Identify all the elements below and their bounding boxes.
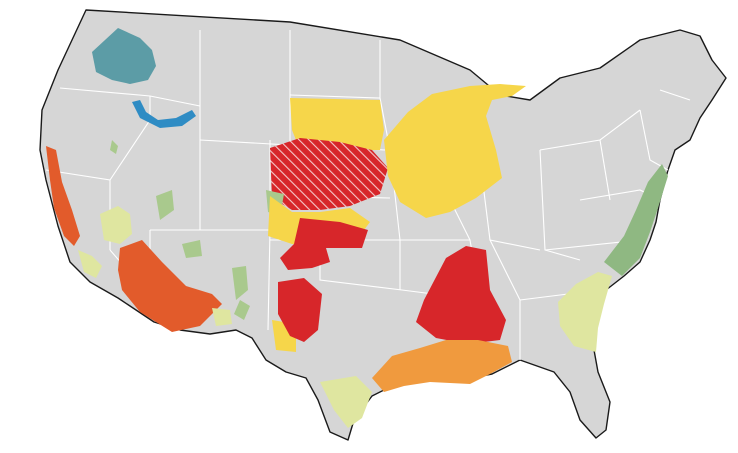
us-outline xyxy=(39,9,727,441)
region-central-plains-red-hatched xyxy=(270,138,388,210)
region-west-texas-red xyxy=(278,278,322,342)
region-northern-plains-yellow xyxy=(290,98,384,150)
region-southeast-coastal-plain-pale xyxy=(558,272,612,352)
region-texas-coastal-pale xyxy=(320,376,372,428)
region-california-central-valley xyxy=(46,146,80,246)
region-great-basin-patch xyxy=(100,206,132,244)
region-southern-california-patch xyxy=(78,250,102,278)
region-upper-midwest-yellow xyxy=(384,84,526,218)
region-mississippi-embayment-red xyxy=(416,246,506,344)
region-mid-atlantic-coastal-green xyxy=(604,164,668,276)
region-snake-river-plain-blue xyxy=(132,100,196,128)
region-southwest-pale-patch xyxy=(212,308,232,326)
region-arizona-desert xyxy=(118,240,222,332)
region-pacific-northwest-teal xyxy=(92,28,156,84)
region-layer xyxy=(46,28,668,428)
region-southern-high-plains-red xyxy=(280,218,368,270)
region-gulf-coast-orange xyxy=(372,340,512,392)
